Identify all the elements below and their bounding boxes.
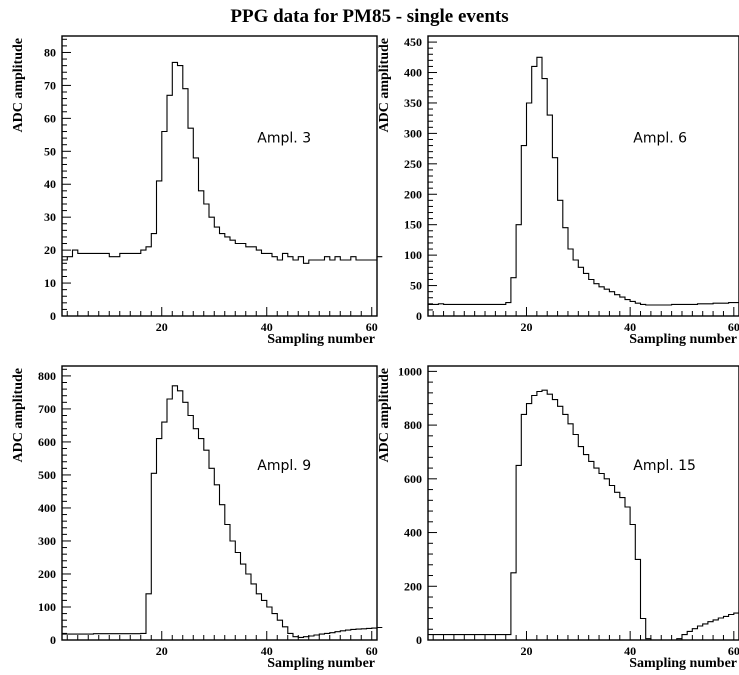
x-tick-label: 60 <box>366 644 378 658</box>
y-tick-label: 300 <box>38 534 56 548</box>
y-tick-label: 70 <box>44 78 56 92</box>
histogram-line <box>428 389 739 641</box>
amplitude-annotation: Ampl. 3 <box>257 130 311 146</box>
x-tick-label: 20 <box>156 320 168 334</box>
histogram-line <box>62 385 383 638</box>
y-tick-label: 250 <box>404 157 422 171</box>
y-tick-label: 20 <box>44 243 56 257</box>
y-tick-label: 0 <box>416 309 422 323</box>
y-tick-label: 100 <box>38 600 56 614</box>
plot-panel-3: 0 100 200 300 400 500 600 700 800 20 40 60Sampling … <box>11 365 383 671</box>
y-tick-label: 350 <box>404 96 422 110</box>
y-axis-title: ADC amplitude <box>11 38 26 133</box>
x-axis-title: Sampling number <box>629 332 737 347</box>
y-tick-label: 0 <box>50 633 56 647</box>
y-axis-title: ADC amplitude <box>11 368 26 463</box>
y-tick-label: 300 <box>404 126 422 140</box>
x-tick-label: 20 <box>520 644 532 658</box>
amplitude-annotation: Ampl. 9 <box>257 458 311 474</box>
x-tick-label: 20 <box>520 320 532 334</box>
amplitude-annotation: Ampl. 6 <box>633 130 687 146</box>
y-tick-label: 10 <box>44 276 56 290</box>
x-tick-label: 40 <box>261 320 273 334</box>
y-axis-title: ADC amplitude <box>377 38 392 133</box>
plot-frame <box>427 35 739 317</box>
y-tick-label: 500 <box>38 468 56 482</box>
x-axis-title: Sampling number <box>267 332 375 347</box>
y-tick-label: 600 <box>38 435 56 449</box>
page-title: PPG data for PM85 - single events <box>230 6 509 27</box>
plot-panel-2: 0 50 100 150 200 250 300 350 400 450 20 40 60Samplin… <box>377 35 739 347</box>
x-tick-label: 40 <box>261 644 273 658</box>
x-tick-label: 60 <box>728 644 739 658</box>
y-tick-label: 80 <box>44 45 56 59</box>
y-tick-label: 700 <box>38 402 56 416</box>
y-tick-label: 800 <box>38 369 56 383</box>
y-tick-label: 40 <box>44 177 56 191</box>
y-tick-label: 50 <box>44 144 56 158</box>
x-axis-title: Sampling number <box>267 656 375 671</box>
plot-frame <box>61 35 378 317</box>
x-tick-label: 40 <box>624 644 636 658</box>
x-tick-label: 60 <box>728 320 739 334</box>
x-tick-label: 60 <box>366 320 378 334</box>
x-tick-label: 40 <box>624 320 636 334</box>
plot-frame <box>427 365 739 641</box>
y-tick-label: 450 <box>404 35 422 49</box>
y-tick-label: 200 <box>404 579 422 593</box>
y-tick-label: 800 <box>404 418 422 432</box>
y-tick-label: 0 <box>416 633 422 647</box>
x-axis-title: Sampling number <box>629 656 737 671</box>
y-tick-label: 1000 <box>398 364 422 378</box>
y-tick-label: 150 <box>404 218 422 232</box>
y-tick-label: 200 <box>404 187 422 201</box>
histogram-line <box>428 56 739 306</box>
amplitude-annotation: Ampl. 15 <box>633 458 696 474</box>
x-tick-label: 20 <box>156 644 168 658</box>
histogram-line <box>62 61 383 264</box>
y-tick-label: 30 <box>44 210 56 224</box>
y-tick-label: 600 <box>404 472 422 486</box>
plot-frame <box>61 365 378 641</box>
y-axis-title: ADC amplitude <box>377 368 392 463</box>
y-tick-label: 60 <box>44 111 56 125</box>
y-tick-label: 50 <box>410 279 422 293</box>
y-tick-label: 100 <box>404 248 422 262</box>
y-tick-label: 0 <box>50 309 56 323</box>
y-tick-label: 400 <box>404 526 422 540</box>
y-tick-label: 200 <box>38 567 56 581</box>
y-tick-label: 400 <box>404 66 422 80</box>
y-tick-label: 400 <box>38 501 56 515</box>
